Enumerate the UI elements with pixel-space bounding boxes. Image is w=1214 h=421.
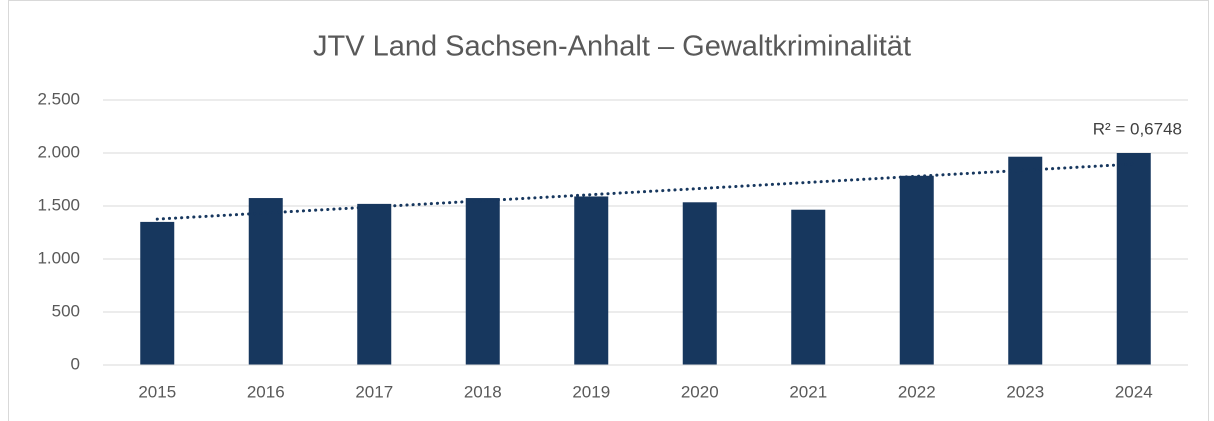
x-tick-label: 2024: [1115, 382, 1153, 401]
y-tick-label: 1.000: [37, 248, 80, 267]
x-tick-label: 2022: [898, 382, 936, 401]
y-tick-label: 1.500: [37, 195, 80, 214]
x-tick-label: 2021: [789, 382, 827, 401]
bar: [140, 221, 175, 365]
bar: [1116, 153, 1151, 365]
trendline: [155, 162, 1136, 221]
x-tick-label: 2019: [572, 382, 610, 401]
x-tick-label: 2015: [138, 382, 176, 401]
bar: [1008, 156, 1043, 365]
x-tick-label: 2017: [355, 382, 393, 401]
y-tick-label: 500: [52, 301, 80, 320]
bar: [574, 196, 609, 365]
x-tick-label: 2018: [464, 382, 502, 401]
bar: [899, 175, 934, 365]
x-tick-label: 2020: [681, 382, 719, 401]
bar: [791, 209, 826, 365]
x-tick-label: 2023: [1006, 382, 1044, 401]
bar: [465, 198, 500, 365]
y-tick-label: 0: [71, 354, 80, 373]
x-tick-label: 2016: [247, 382, 285, 401]
bar: [357, 203, 392, 365]
chart-frame: [8, 0, 1209, 421]
chart-title: JTV Land Sachsen-Anhalt – Gewaltkriminal…: [313, 31, 911, 63]
y-tick-label: 2.500: [37, 89, 80, 108]
bar: [682, 202, 717, 365]
bar: [248, 198, 283, 365]
y-tick-label: 2.000: [37, 142, 80, 161]
trendline-label: R² = 0,6748: [1093, 119, 1182, 138]
